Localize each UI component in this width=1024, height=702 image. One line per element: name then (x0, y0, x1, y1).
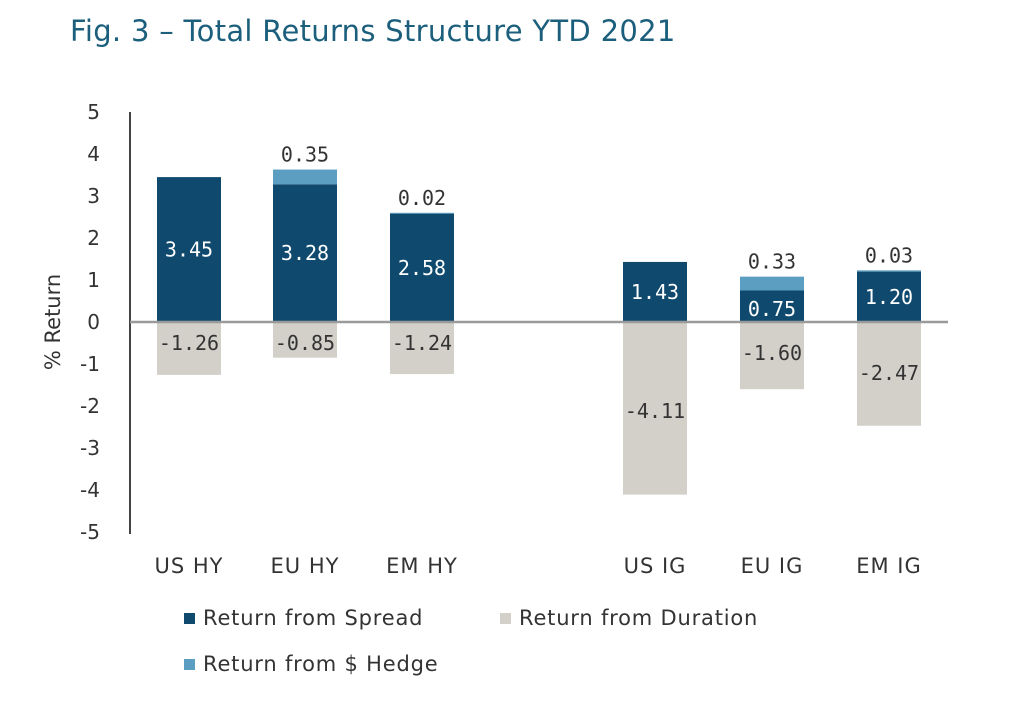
duration-data-label: -1.24 (392, 331, 452, 355)
spread-bar (390, 213, 454, 322)
legend-swatch-duration (500, 612, 511, 624)
legend-swatch-hedge (184, 658, 195, 670)
y-tick-label: 3 (87, 184, 100, 208)
hedge-bar (740, 276, 804, 291)
hedge-bar (273, 169, 337, 185)
legend-item-hedge: Return from $ Hedge (184, 652, 438, 676)
x-category-label: US IG (624, 554, 687, 578)
duration-data-label: -0.85 (275, 331, 335, 355)
y-tick-label: -4 (80, 478, 100, 502)
legend-item-duration: Return from Duration (500, 606, 758, 630)
hedge-data-label: 0.33 (748, 250, 796, 274)
x-category-label: EU IG (741, 554, 804, 578)
y-axis-label: % Return (41, 274, 65, 370)
spread-data-label: 0.75 (748, 297, 796, 321)
x-category-label: EU HY (271, 554, 340, 578)
hedge-data-label: 0.03 (865, 243, 913, 267)
duration-bar (740, 322, 804, 390)
duration-bar (390, 322, 454, 375)
y-tick-label: 5 (87, 100, 100, 124)
y-tick-label: 1 (87, 268, 100, 292)
spread-bar (857, 271, 921, 322)
spread-bar (740, 290, 804, 322)
spread-bar (623, 261, 687, 322)
duration-data-label: -2.47 (859, 361, 919, 385)
duration-bar (623, 322, 687, 495)
duration-data-label: -4.11 (625, 399, 685, 423)
x-category-label: EM HY (386, 554, 458, 578)
duration-bar (273, 322, 337, 358)
y-tick-label: -1 (80, 352, 100, 376)
legend-item-spread: Return from Spread (184, 606, 423, 630)
y-tick-label: -2 (80, 394, 100, 418)
y-tick-label: 4 (87, 142, 100, 166)
stacked-bar-chart: 5 4 3 2 1 0 -1 -2 -3 -4 -5 % Return 3.45 -1.26 US HY 3.… (41, 100, 948, 578)
spread-data-label: 1.20 (865, 285, 913, 309)
spread-data-label: 2.58 (398, 256, 446, 280)
x-category-label: US HY (155, 554, 224, 578)
y-tick-label: 2 (87, 226, 100, 250)
duration-bar (857, 322, 921, 426)
hedge-data-label: 0.35 (281, 143, 329, 167)
spread-data-label: 3.28 (281, 241, 329, 265)
chart-title: Fig. 3 – Total Returns Structure YTD 202… (70, 14, 676, 48)
hedge-data-label: 0.02 (398, 186, 446, 210)
spread-data-label: 1.43 (631, 280, 679, 304)
y-tick-label: 0 (87, 310, 100, 334)
spread-bar (157, 177, 221, 322)
duration-data-label: -1.60 (742, 341, 802, 365)
y-tick-label: -3 (80, 436, 100, 460)
y-tick-label: -5 (80, 520, 100, 544)
x-category-label: EM IG (856, 554, 922, 578)
duration-data-label: -1.26 (159, 331, 219, 355)
spread-data-label: 3.45 (165, 238, 213, 262)
legend-swatch-spread (184, 612, 195, 624)
legend-label-hedge: Return from $ Hedge (203, 652, 439, 676)
legend-label-duration: Return from Duration (519, 606, 759, 630)
hedge-bar (857, 270, 921, 272)
duration-bar (157, 322, 221, 375)
legend-label-spread: Return from Spread (203, 606, 424, 630)
hedge-bar (390, 212, 454, 214)
spread-bar (273, 184, 337, 322)
